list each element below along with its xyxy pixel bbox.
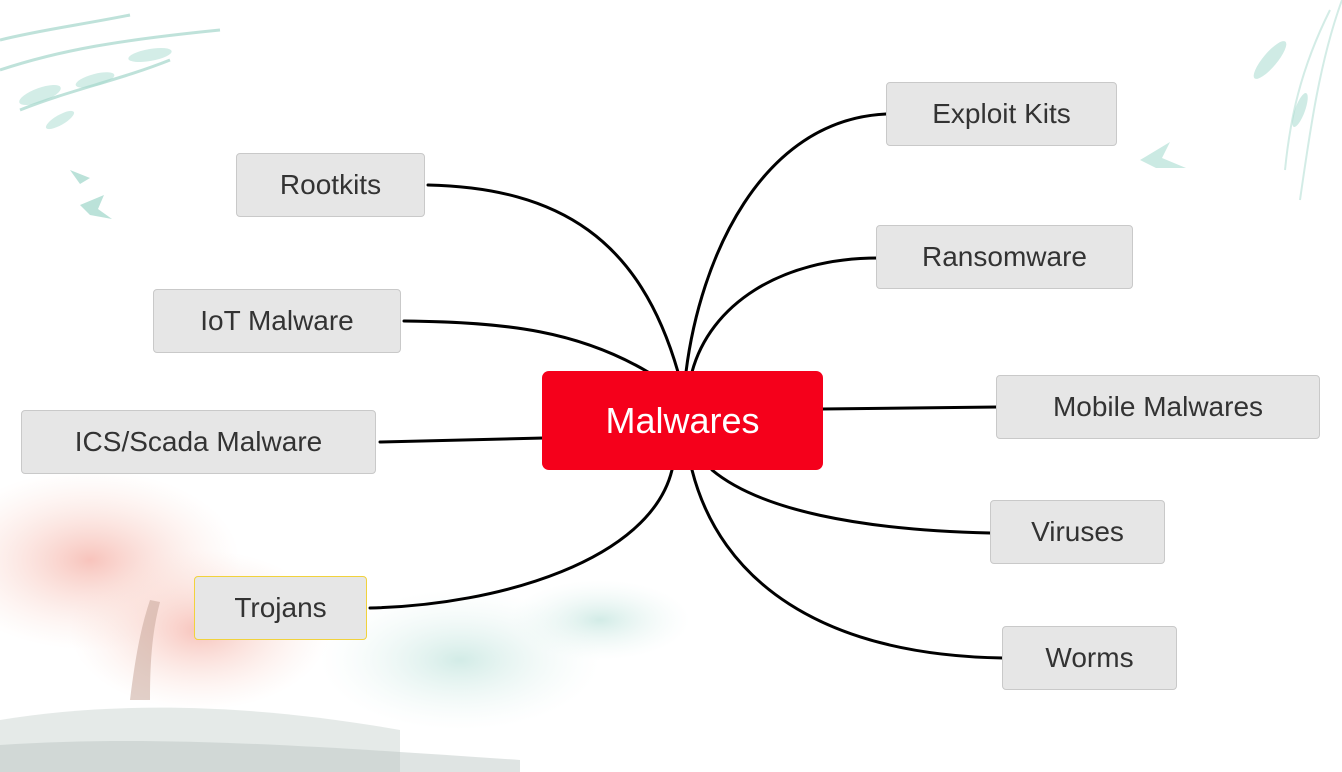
node-mobile-malwares[interactable]: Mobile Malwares xyxy=(996,375,1320,439)
node-exploit-kits[interactable]: Exploit Kits xyxy=(886,82,1117,146)
node-ics-scada-malware[interactable]: ICS/Scada Malware xyxy=(21,410,376,474)
connector-mobile xyxy=(820,405,1000,411)
node-viruses-label: Viruses xyxy=(1031,516,1124,547)
connector-rootkits xyxy=(426,183,680,374)
connector-ransomware xyxy=(690,256,880,374)
central-node[interactable]: Malwares xyxy=(542,371,823,470)
connector-trojans xyxy=(368,468,674,610)
node-mobile-malwares-label: Mobile Malwares xyxy=(1052,391,1264,422)
central-node-label: Malwares xyxy=(605,399,760,441)
node-iot-malware[interactable]: IoT Malware xyxy=(153,289,401,353)
node-worms[interactable]: Worms xyxy=(1002,626,1177,690)
node-rootkits-label: Rootkits xyxy=(279,169,382,200)
node-viruses[interactable]: Viruses xyxy=(990,500,1165,564)
connector-iot xyxy=(402,319,650,374)
node-worms-label: Worms xyxy=(1045,642,1134,673)
node-iot-malware-label: IoT Malware xyxy=(200,305,354,336)
node-trojans[interactable]: Trojans xyxy=(194,576,367,640)
node-ransomware-label: Ransomware xyxy=(922,241,1087,272)
node-trojans-label: Trojans xyxy=(234,592,327,623)
node-ransomware[interactable]: Ransomware xyxy=(876,225,1133,289)
node-exploit-kits-label: Exploit Kits xyxy=(932,98,1071,129)
node-ics-scada-malware-label: ICS/Scada Malware xyxy=(74,426,323,457)
connector-ics xyxy=(378,436,546,444)
connector-exploit xyxy=(684,112,888,374)
connector-worms xyxy=(690,468,1005,660)
node-rootkits[interactable]: Rootkits xyxy=(236,153,425,217)
connector-viruses xyxy=(710,468,992,535)
